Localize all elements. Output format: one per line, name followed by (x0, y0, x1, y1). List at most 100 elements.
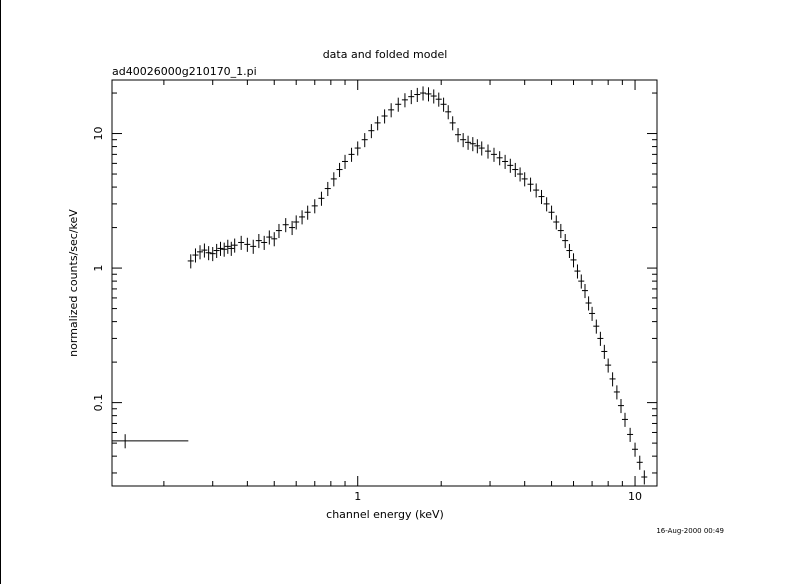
data-point (517, 167, 524, 182)
data-point (490, 147, 497, 162)
data-point (449, 116, 456, 131)
data-points (112, 86, 648, 485)
data-point (196, 245, 204, 260)
data-point (507, 158, 514, 173)
data-point (388, 103, 395, 118)
data-point (381, 109, 388, 124)
data-point (454, 128, 462, 143)
data-point (474, 139, 481, 154)
data-point (205, 246, 212, 261)
data-point (589, 306, 596, 321)
data-point (401, 93, 408, 108)
data-point (282, 218, 289, 233)
data-point (311, 199, 318, 214)
data-point (636, 455, 643, 470)
data-point (484, 144, 491, 159)
data-point (430, 89, 437, 104)
window-left-border (0, 0, 1, 584)
data-point (521, 172, 528, 187)
data-point (368, 124, 375, 139)
data-point (574, 264, 581, 279)
data-point (221, 242, 228, 257)
data-point (557, 223, 564, 239)
data-point (578, 274, 585, 289)
data-point (304, 205, 311, 220)
data-point (250, 239, 257, 254)
data-point (597, 331, 604, 346)
data-point (527, 177, 534, 192)
data-point (330, 172, 337, 187)
data-point (543, 197, 550, 212)
data-point (266, 230, 273, 245)
data-point (465, 135, 472, 150)
data-point (609, 372, 616, 387)
data-point (293, 215, 300, 230)
data-point (299, 210, 306, 225)
data-point (570, 253, 577, 268)
plot-frame (111, 79, 658, 487)
x-tick-label: 10 (628, 490, 642, 503)
data-point (271, 232, 278, 247)
data-point (445, 105, 452, 120)
data-point (201, 243, 208, 258)
data-point (502, 154, 509, 169)
data-point (261, 235, 268, 250)
data-point (187, 254, 194, 269)
x-tick-label: 1 (354, 490, 361, 503)
data-point (478, 141, 485, 156)
data-point (585, 296, 592, 311)
axis-ticks: 1 10 0.1 1 10 (92, 80, 657, 503)
data-point (440, 97, 447, 112)
data-point (217, 241, 224, 256)
data-point (289, 220, 296, 236)
data-point (112, 434, 189, 449)
data-point (593, 319, 600, 334)
data-point (617, 398, 624, 414)
data-point (566, 243, 573, 259)
data-point (192, 248, 199, 263)
data-point (425, 87, 432, 102)
data-point (631, 442, 639, 457)
data-point (581, 283, 588, 299)
data-point (627, 427, 634, 442)
data-point (354, 141, 361, 156)
data-point (238, 235, 245, 250)
data-point (435, 92, 442, 107)
data-point (395, 97, 402, 112)
data-point (231, 238, 238, 253)
data-point (538, 189, 545, 205)
y-axis-label: normalized counts/sec/keV (67, 209, 80, 357)
data-point (275, 223, 282, 239)
data-point (209, 247, 216, 262)
data-point (512, 162, 519, 178)
data-point (553, 215, 560, 230)
data-point (460, 133, 467, 148)
y-tick-label: 10 (92, 127, 105, 141)
y-tick-label: 0.1 (92, 394, 105, 412)
chart-title: data and folded model (323, 48, 448, 61)
data-point (496, 151, 503, 166)
data-point (224, 239, 231, 254)
data-point (601, 344, 608, 359)
data-point (548, 205, 555, 220)
data-point (641, 470, 648, 485)
data-point (341, 154, 349, 169)
data-point (255, 233, 262, 249)
data-point (414, 87, 421, 102)
data-point (469, 137, 476, 152)
data-point (318, 191, 325, 206)
data-point (533, 183, 540, 198)
data-point (361, 133, 368, 148)
data-point (621, 412, 628, 427)
data-point (374, 116, 381, 131)
data-point (336, 162, 343, 178)
chart-subtitle: ad40026000g210170_1.pi (112, 65, 257, 78)
data-point (613, 385, 620, 400)
data-point (228, 241, 235, 256)
data-point (605, 358, 612, 373)
y-tick-label: 1 (92, 265, 105, 272)
data-point (419, 86, 427, 101)
data-point (408, 90, 415, 105)
data-point (213, 243, 220, 259)
